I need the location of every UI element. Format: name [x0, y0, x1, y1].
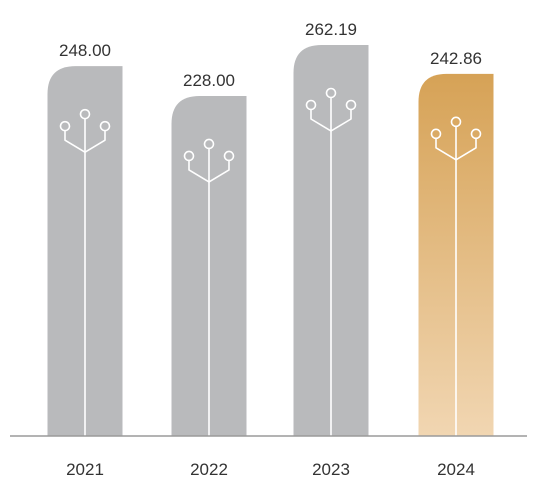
circuit-tree-icon — [305, 87, 357, 437]
x-tick-label-2021: 2021 — [66, 460, 104, 479]
circuit-tree-icon — [430, 116, 482, 437]
x-axis-tick-labels: 2021 2022 2023 2024 — [66, 460, 475, 479]
value-label-2023: 262.19 — [305, 20, 357, 39]
value-labels-layer: 248.00 228.00 262.19 242.86 — [59, 20, 482, 90]
bars-layer — [47, 45, 494, 437]
bar-icons-layer — [59, 87, 482, 437]
circuit-tree-icon — [59, 108, 111, 437]
value-label-2022: 228.00 — [183, 71, 235, 90]
x-tick-label-2023: 2023 — [312, 460, 350, 479]
circuit-tree-icon — [183, 138, 235, 437]
value-label-2024: 242.86 — [430, 49, 482, 68]
value-label-2021: 248.00 — [59, 41, 111, 60]
x-tick-label-2022: 2022 — [190, 460, 228, 479]
x-tick-label-2024: 2024 — [437, 460, 475, 479]
